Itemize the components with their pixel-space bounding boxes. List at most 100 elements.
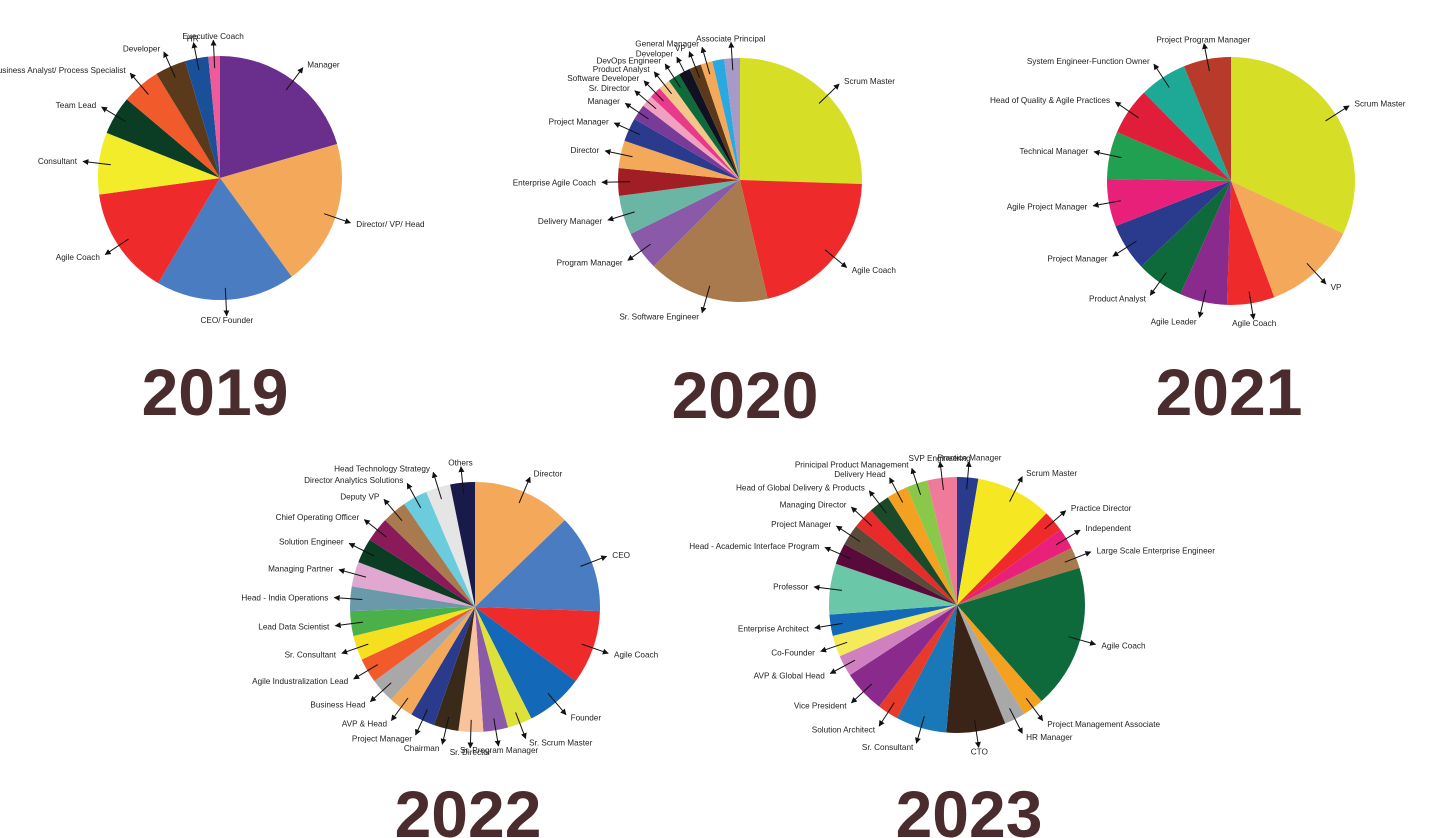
slice-label: Director Analytics Solutions (304, 476, 403, 485)
leader-arrow (700, 46, 711, 75)
leader-arrow (547, 692, 567, 716)
leader-arrow (163, 51, 176, 78)
slice-label: General Manager (635, 40, 699, 49)
leader-arrow (601, 179, 631, 186)
slice-label: CEO (612, 551, 630, 560)
pie-chart-2021: Scrum Master VP Agile Coach Agile Leader Pro… (990, 36, 1406, 429)
leader-arrow (285, 67, 304, 91)
pie-slice (957, 529, 1072, 605)
pie-slice (1107, 132, 1231, 181)
pie-slice (712, 59, 740, 180)
pie-slice (643, 96, 740, 180)
slice-label: Scrum Master (1355, 100, 1406, 109)
slice-label: Co-Founder (771, 649, 815, 658)
pie-slice (434, 607, 475, 731)
slice-label: Managing Director (780, 500, 847, 509)
pie-slice (351, 562, 475, 607)
pie-slice (957, 547, 1080, 605)
leader-arrow (1092, 200, 1121, 208)
leader-arrow (604, 149, 633, 158)
leader-arrow (634, 90, 657, 110)
slice-label: System Engineer-Function Owner (1027, 57, 1150, 66)
slice-label: Manager (307, 61, 340, 70)
leader-arrow (624, 102, 649, 120)
pie-chart-2020: Scrum Master Agile Coach Sr. Software Engi… (513, 34, 897, 432)
chart-year-title: 2022 (395, 777, 542, 838)
pie-slice (1231, 57, 1355, 234)
pie-slice (220, 144, 342, 277)
leader-arrow (323, 213, 352, 224)
leader-arrow (1202, 43, 1210, 72)
leader-arrow (1112, 240, 1137, 257)
slice-label: Head Technology Strategy (334, 465, 431, 474)
pie-slice (740, 58, 862, 184)
pie-slice (1115, 181, 1231, 267)
slice-label: Founder (571, 714, 602, 723)
slice-label: Scrum Master (1026, 469, 1077, 478)
pie-slice (849, 605, 957, 707)
slice-label: Others (448, 459, 473, 468)
leader-arrow (813, 584, 842, 591)
pie-slice (700, 61, 740, 180)
slice-label: Product Analyst (593, 65, 651, 74)
pie-slice (906, 480, 957, 605)
pie-slice (458, 607, 484, 732)
pie-slice (361, 607, 475, 682)
leader-arrow (676, 56, 691, 83)
slice-label: Sr. Director (450, 748, 491, 757)
leader-arrow (333, 594, 363, 601)
pie-slice (653, 180, 768, 302)
pie-slice (957, 605, 1025, 724)
slice-label: HR Manager (1026, 733, 1073, 742)
leader-arrow (406, 482, 422, 509)
pie-slice (927, 476, 957, 605)
pie-slice (185, 56, 220, 178)
slice-label: Practice Manager (937, 454, 1001, 463)
slice-label: Agile Industralization Lead (252, 677, 348, 686)
pie-chart-2022: Director CEO Agile Coach Founder Sr. Scrum M… (241, 459, 658, 838)
leader-arrow (829, 659, 856, 674)
slice-label: Sr. Software Engineer (619, 313, 699, 322)
pie-slice (659, 80, 740, 180)
leader-arrow (1325, 105, 1350, 122)
pie-slice (887, 487, 957, 605)
slice-label: Prinicipal Product Management (795, 461, 909, 470)
leader-arrow (1009, 476, 1023, 502)
pie-slice (619, 180, 740, 234)
slice-label: Managing Partner (268, 565, 333, 574)
leader-arrow (440, 716, 450, 745)
leader-arrow (1114, 101, 1139, 119)
leader-arrow (129, 72, 149, 95)
leader-arrow (390, 697, 409, 721)
pie-slice (630, 180, 740, 267)
slice-label: Sr. Director (589, 84, 630, 93)
slice-label: Project Manager (771, 520, 831, 529)
pie-slice (450, 481, 475, 607)
leader-arrow (910, 467, 922, 496)
slice-label: Head - Academic Interface Program (689, 542, 819, 551)
slice-label: Vice President (794, 702, 847, 711)
leader-arrow (1306, 262, 1327, 285)
slice-label: CTO (971, 747, 988, 756)
slice-label: VP (1331, 283, 1342, 292)
pie-slice (1180, 181, 1231, 305)
slice-label: Software Developer (567, 74, 639, 83)
pie-slice (475, 607, 532, 728)
slice-label: Technical Manager (1019, 147, 1088, 156)
slice-label: Director (534, 470, 563, 479)
leader-arrow (814, 622, 843, 630)
pie-slice (475, 607, 600, 682)
leader-arrow (627, 243, 651, 261)
leader-arrow (1153, 63, 1170, 88)
leader-arrow (974, 719, 981, 748)
slice-label: Agile Coach (56, 253, 101, 262)
slice-label: Agile Leader (1151, 317, 1197, 326)
pie-chart-2023: Practice Manager Scrum Master Practice Dir… (689, 454, 1215, 838)
pie-slice (350, 607, 475, 636)
slice-label: Agile Coach (1101, 642, 1146, 651)
slice-label: Agile Project Manager (1007, 203, 1088, 212)
slice-label: Sr. Program Manager (460, 746, 539, 755)
slice-label: CEO/ Founder (201, 316, 254, 325)
slice-label: Delivery Head (834, 470, 886, 479)
pie-slice (839, 605, 957, 676)
